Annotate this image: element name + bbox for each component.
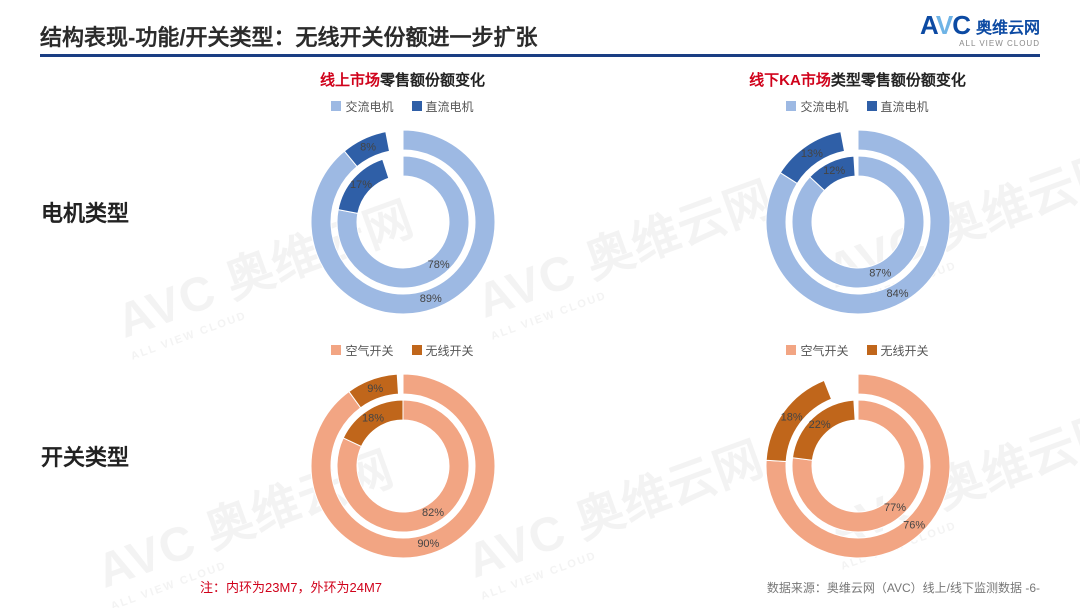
chart-grid: 线上市场零售额份额变化 线下KA市场类型零售额份额变化 电机类型 交流电机 直流电… — [0, 68, 1080, 578]
chart-legend: 交流电机 直流电机 — [331, 98, 473, 115]
segment-label: 18% — [361, 412, 383, 424]
donut-chart: 76% 18% 77% 22% — [753, 361, 963, 571]
column-title-online: 线上市场零售额份额变化 — [180, 69, 625, 90]
segment-label: 22% — [808, 419, 830, 431]
legend-item: 直流电机 — [867, 98, 929, 115]
logo-text-cn: 奥维云网 — [976, 14, 1040, 38]
segment-label: 8% — [360, 141, 376, 153]
segment-label: 82% — [421, 507, 443, 519]
donut-chart: 89% 8% 78% 17% — [298, 117, 508, 327]
chart-motor-online: 交流电机 直流电机 89% 8% 78% 17% — [180, 90, 625, 334]
column-title-offline: 线下KA市场类型零售额份额变化 — [635, 69, 1080, 90]
segment-label: 90% — [417, 537, 439, 549]
data-source: 数据来源：奥维云网（AVC）线上/线下监测数据 -6- — [767, 579, 1040, 596]
segment-label: 17% — [349, 178, 371, 190]
legend-item: 交流电机 — [331, 98, 393, 115]
chart-legend: 空气开关 无线开关 — [331, 342, 473, 359]
segment-label: 76% — [903, 519, 925, 531]
donut-chart: 84% 13% 87% 12% — [753, 117, 963, 327]
segment-label: 84% — [886, 287, 908, 299]
logo-mark: AVC — [920, 10, 970, 41]
chart-switch-online: 空气开关 无线开关 90% 9% 82% 18% — [180, 334, 625, 578]
chart-switch-offline: 空气开关 无线开关 76% 18% 77% 22% — [635, 334, 1080, 578]
segment-label: 18% — [780, 411, 802, 423]
title-rule — [40, 54, 1040, 57]
footnote: 注：内环为23M7，外环为24M7 — [200, 577, 382, 596]
legend-item: 无线开关 — [867, 342, 929, 359]
legend-item: 直流电机 — [412, 98, 474, 115]
segment-label: 87% — [869, 267, 891, 279]
chart-motor-offline: 交流电机 直流电机 84% 13% 87% 12% — [635, 90, 1080, 334]
legend-item: 无线开关 — [412, 342, 474, 359]
segment-label: 13% — [800, 148, 822, 160]
segment-label: 77% — [884, 501, 906, 513]
legend-item: 空气开关 — [331, 342, 393, 359]
segment-label: 9% — [367, 382, 383, 394]
chart-legend: 空气开关 无线开关 — [786, 342, 928, 359]
page-title: 结构表现-功能/开关类型：无线开关份额进一步扩张 — [40, 20, 1040, 52]
legend-item: 交流电机 — [786, 98, 848, 115]
logo: AVC 奥维云网 ALL VIEW CLOUD — [920, 10, 1040, 48]
segment-label: 78% — [427, 259, 449, 271]
row-label-motor: 电机类型 — [0, 90, 170, 334]
header: 结构表现-功能/开关类型：无线开关份额进一步扩张 — [40, 20, 1040, 52]
chart-legend: 交流电机 直流电机 — [786, 98, 928, 115]
segment-label: 89% — [419, 293, 441, 305]
segment-label: 12% — [823, 165, 845, 177]
row-label-switch: 开关类型 — [0, 334, 170, 578]
legend-item: 空气开关 — [786, 342, 848, 359]
donut-chart: 90% 9% 82% 18% — [298, 361, 508, 571]
